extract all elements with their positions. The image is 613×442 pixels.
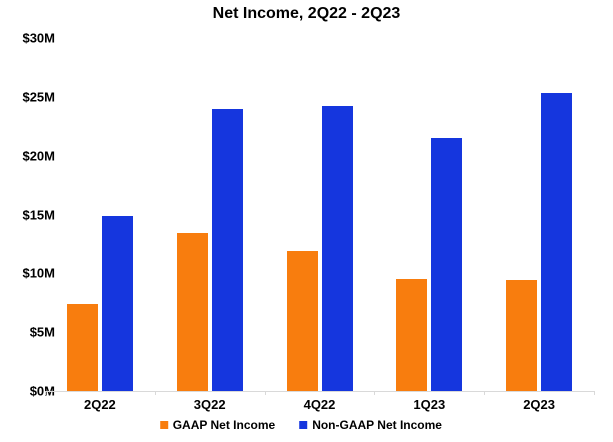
legend-item-gaap: GAAP Net Income [159, 418, 276, 432]
bar-gaap-4q22 [286, 250, 318, 391]
legend-swatch-icon [159, 421, 168, 429]
legend-label: Non-GAAP Net Income [312, 418, 442, 432]
bar-non-gaap-4q22 [321, 106, 353, 391]
chart-title: Net Income, 2Q22 - 2Q23 [212, 5, 401, 22]
x-tick-label-4q22: 4Q22 [303, 397, 336, 412]
bar-gaap-2q22 [66, 303, 98, 391]
x-axis-boundary-tick [45, 391, 46, 395]
y-tick-label: $20M [22, 148, 55, 164]
legend: GAAP Net Income Non-GAAP Net Income [159, 418, 442, 432]
x-axis-line [45, 391, 594, 392]
bar-gaap-2q23 [506, 280, 538, 391]
y-tick-label: $30M [22, 30, 55, 46]
legend-swatch-icon [299, 421, 308, 429]
bar-non-gaap-1q23 [431, 138, 463, 391]
x-axis-boundary-tick [374, 391, 376, 395]
bar-non-gaap-3q22 [211, 108, 243, 391]
x-axis-boundary-tick [264, 391, 266, 395]
y-tick-label: $0M [29, 383, 55, 399]
legend-label: GAAP Net Income [172, 418, 276, 432]
y-tick-label: $5M [29, 324, 55, 340]
x-axis-boundary-tick [484, 391, 486, 395]
bar-non-gaap-2q22 [101, 215, 133, 391]
bar-gaap-1q23 [396, 279, 428, 391]
x-axis-boundary-tick [594, 391, 595, 395]
legend-item-non-gaap: Non-GAAP Net Income [299, 418, 442, 432]
x-axis-boundary-tick [154, 391, 156, 395]
bar-gaap-3q22 [176, 233, 208, 391]
x-tick-label-1q23: 1Q23 [413, 397, 446, 412]
bar-non-gaap-2q23 [541, 93, 573, 391]
x-tick-label-2q23: 2Q23 [523, 397, 555, 412]
y-tick-label: $25M [22, 89, 55, 105]
x-tick-label-3q22: 3Q22 [193, 397, 226, 412]
y-tick-label: $10M [22, 265, 55, 281]
x-tick-label-2q22: 2Q22 [83, 397, 116, 412]
y-tick-label: $15M [22, 207, 55, 222]
